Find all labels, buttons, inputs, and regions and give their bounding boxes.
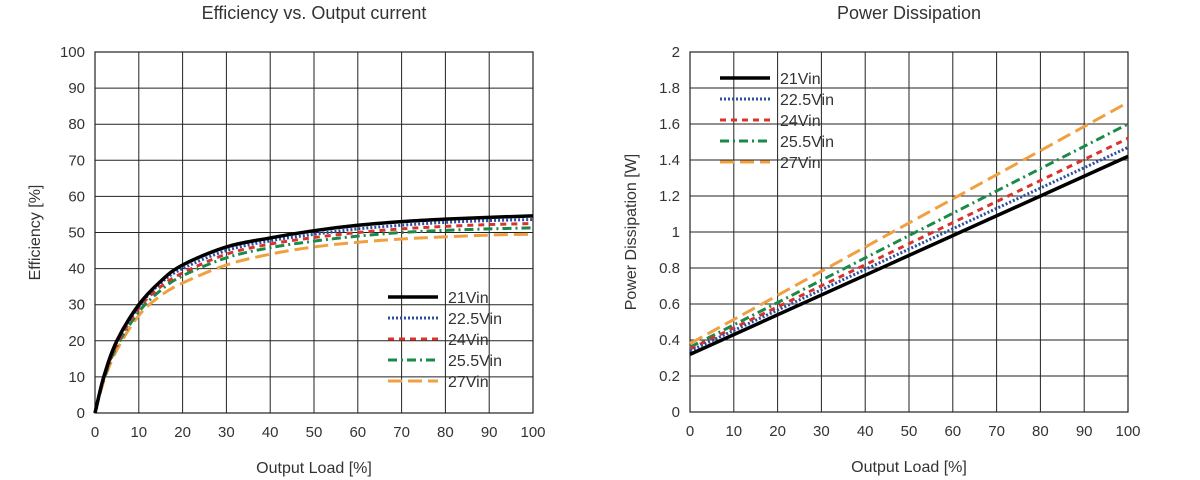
chart-title: Power Dissipation xyxy=(837,3,981,23)
y-tick-label: 40 xyxy=(68,261,85,278)
y-tick-label: 0 xyxy=(672,404,680,421)
y-tick-label: 0.2 xyxy=(659,368,680,385)
x-tick-label: 40 xyxy=(262,424,279,441)
legend-label: 27Vin xyxy=(780,155,821,172)
series-line-21Vin xyxy=(689,154,1129,356)
legend: 21Vin 22.5Vin 24Vin 25.5Vin 27Vin xyxy=(720,71,834,172)
y-tick-label: 0.4 xyxy=(659,332,680,349)
y-tick-label: 1 xyxy=(672,224,680,241)
legend-label: 22.5Vin xyxy=(448,311,502,328)
x-tick-label: 60 xyxy=(944,423,961,440)
y-axis-label: Efficiency [%] xyxy=(27,185,44,281)
x-tick-label: 20 xyxy=(769,423,786,440)
x-tick-label: 10 xyxy=(725,423,742,440)
x-tick-label: 20 xyxy=(174,424,191,441)
legend-label: 21Vin xyxy=(780,71,821,88)
legend-label: 25.5Vin xyxy=(448,353,502,370)
y-tick-label: 1.8 xyxy=(659,80,680,97)
y-tick-label: 20 xyxy=(68,333,85,350)
series-line-27Vin xyxy=(93,232,534,414)
y-tick-label: 0.6 xyxy=(659,296,680,313)
x-tick-label: 80 xyxy=(1032,423,1049,440)
y-tick-label: 30 xyxy=(68,297,85,314)
legend-label: 22.5Vin xyxy=(780,92,834,109)
chart-2: 0 10 20 30 40 50 60 70 80 90 100 0 0.2 0.4 0.6 0.8 1 1.2 1… xyxy=(623,3,1141,476)
chart-title: Efficiency vs. Output current xyxy=(202,3,427,23)
x-tick-label: 80 xyxy=(437,424,454,441)
y-tick-label: 1.4 xyxy=(659,152,680,169)
y-tick-label: 90 xyxy=(68,80,85,97)
x-axis-label: Output Load [%] xyxy=(851,459,967,476)
x-tick-label: 0 xyxy=(91,424,99,441)
x-tick-label: 30 xyxy=(813,423,830,440)
legend-label: 25.5Vin xyxy=(780,134,834,151)
x-tick-label: 50 xyxy=(306,424,323,441)
series-line-22.5Vin xyxy=(689,146,1129,353)
legend-label: 24Vin xyxy=(448,332,489,349)
y-tick-label: 50 xyxy=(68,225,85,242)
plot-frame xyxy=(689,51,1129,413)
y-tick-label: 80 xyxy=(68,116,85,133)
y-tick-label: 1.2 xyxy=(659,188,680,205)
plot-frame xyxy=(94,51,534,414)
series-line-25.5Vin xyxy=(689,122,1129,349)
legend-label: 24Vin xyxy=(780,113,821,130)
y-tick-label: 10 xyxy=(68,369,85,386)
x-axis-label: Output Load [%] xyxy=(256,460,372,477)
x-tick-label: 70 xyxy=(393,424,410,441)
chart-1: 0 10 20 30 40 50 60 70 80 90 100 0 10 20 30 40 50 60 70 80 9… xyxy=(27,3,546,477)
y-tick-label: 0 xyxy=(77,405,85,422)
x-tick-label: 50 xyxy=(901,423,918,440)
x-tick-label: 90 xyxy=(481,424,498,441)
y-tick-label: 60 xyxy=(68,188,85,205)
series-line-22.5Vin xyxy=(93,218,534,414)
x-tick-label: 70 xyxy=(988,423,1005,440)
x-tick-label: 90 xyxy=(1076,423,1093,440)
series-line-24Vin xyxy=(689,137,1129,351)
x-tick-label: 40 xyxy=(857,423,874,440)
y-axis-label: Power Dissipation [W] xyxy=(623,154,640,311)
legend-label: 27Vin xyxy=(448,374,489,391)
series-line-27Vin xyxy=(689,101,1129,345)
y-tick-label: 1.6 xyxy=(659,116,680,133)
y-tick-label: 70 xyxy=(68,152,85,169)
x-tick-label: 60 xyxy=(349,424,366,441)
legend: 21Vin 22.5Vin 24Vin 25.5Vin 27Vin xyxy=(388,290,502,391)
x-tick-label: 30 xyxy=(218,424,235,441)
legend-label: 21Vin xyxy=(448,290,489,307)
y-tick-label: 0.8 xyxy=(659,260,680,277)
x-tick-label: 100 xyxy=(1115,423,1140,440)
x-tick-label: 10 xyxy=(130,424,147,441)
y-tick-label: 100 xyxy=(60,44,85,61)
x-tick-label: 100 xyxy=(520,424,545,441)
series-line-21Vin xyxy=(93,214,534,414)
x-tick-label: 0 xyxy=(686,423,694,440)
y-tick-label: 2 xyxy=(672,44,680,61)
